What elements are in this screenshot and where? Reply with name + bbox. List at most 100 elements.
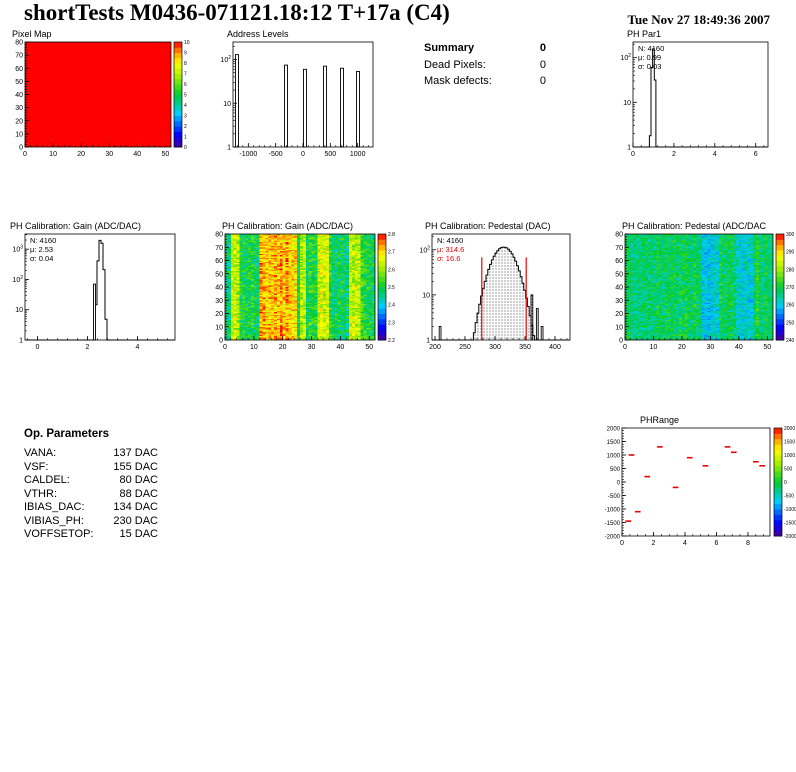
svg-text:2: 2 — [184, 124, 187, 130]
svg-text:7: 7 — [184, 72, 187, 78]
svg-text:60: 60 — [615, 258, 623, 265]
vsf-value: 155 DAC — [113, 460, 158, 473]
svg-text:-2000: -2000 — [605, 535, 621, 541]
ph-par1-panel: 0 2 4 6 1 10 102 PH Par1 N: 4160 μ: 0.99 σ: 0.03 — [613, 28, 796, 173]
svg-text:70: 70 — [615, 245, 623, 252]
svg-text:30: 30 — [308, 344, 316, 351]
svg-text:PH Calibration: Gain (ADC/DAC): PH Calibration: Gain (ADC/DAC) — [10, 221, 141, 231]
svg-text:2.8: 2.8 — [388, 232, 395, 238]
op-parameters-title: Op. Parameters — [24, 428, 110, 440]
svg-text:-500: -500 — [784, 494, 794, 500]
summary-total-value: 0 — [539, 42, 546, 54]
svg-text:PHRange: PHRange — [640, 415, 679, 425]
op-row-voffsetop: VOFFSETOP: 15 DAC — [24, 528, 158, 542]
vthr-label: VTHR: — [24, 487, 57, 500]
svg-text:1: 1 — [184, 135, 187, 141]
svg-text:30: 30 — [215, 298, 223, 305]
mask-defects-label: Mask defects: — [424, 75, 492, 87]
pedestal-map-panel: 0 10 20 30 40 50 0 10 20 30 40 50 60 70 80 PH Calibrati… — [612, 220, 796, 365]
svg-text:80: 80 — [215, 232, 223, 239]
svg-text:1000: 1000 — [784, 453, 795, 459]
summary-title: Summary — [424, 42, 475, 54]
report-title: shortTests M0436-071121.18:12 T+17a (C4) — [24, 0, 450, 25]
svg-text:10: 10 — [223, 101, 231, 108]
op-row-vsf: VSF: 155 DAC — [24, 461, 158, 475]
svg-text:50: 50 — [215, 271, 223, 278]
svg-text:250: 250 — [459, 344, 471, 351]
svg-text:0: 0 — [631, 151, 635, 158]
svg-text:2000: 2000 — [784, 426, 795, 432]
svg-text:1: 1 — [227, 145, 231, 152]
svg-text:2: 2 — [86, 344, 90, 351]
vthr-value: 88 DAC — [119, 487, 158, 500]
svg-text:30: 30 — [615, 298, 623, 305]
svg-text:300: 300 — [786, 232, 795, 238]
svg-text:0: 0 — [223, 344, 227, 351]
ph_range-plot: 0 2 4 6 8 2000 1500 1000 500 0 -500 -1000 -1500 -2000… — [605, 415, 796, 547]
svg-text:3: 3 — [184, 114, 187, 120]
report-datetime: Tue Nov 27 18:49:36 2007 — [627, 12, 770, 27]
svg-text:1000: 1000 — [607, 454, 621, 460]
svg-text:103: 103 — [12, 245, 23, 254]
svg-text:500: 500 — [784, 467, 793, 473]
svg-text:1: 1 — [19, 338, 23, 345]
svg-text:6: 6 — [754, 151, 758, 158]
summary-block: Summary 0 Dead Pixels: 0 Mask defects: 0 — [424, 42, 546, 91]
svg-text:50: 50 — [15, 79, 23, 86]
dead-pixels-label: Dead Pixels: — [424, 59, 486, 71]
gain-histogram-panel: 0 2 4 1 10 102 103 PH Calibration: Gain (ADC/DA… — [6, 220, 191, 365]
svg-text:40: 40 — [735, 344, 743, 351]
svg-text:0: 0 — [617, 481, 621, 487]
svg-text:50: 50 — [615, 271, 623, 278]
svg-text:50: 50 — [161, 151, 169, 158]
svg-text:-500: -500 — [269, 151, 283, 158]
svg-text:400: 400 — [549, 344, 561, 351]
svg-text:40: 40 — [133, 151, 141, 158]
svg-text:σ: 0.03: σ: 0.03 — [638, 62, 661, 71]
svg-text:2.2: 2.2 — [388, 338, 395, 344]
svg-text:10: 10 — [250, 344, 258, 351]
svg-text:PH Calibration: Pedestal (ADC/: PH Calibration: Pedestal (ADC/DAC — [622, 221, 767, 231]
svg-text:μ: 314.6: μ: 314.6 — [437, 245, 464, 254]
svg-text:20: 20 — [215, 311, 223, 318]
summary-row-dead-pixels: Dead Pixels: 0 — [424, 59, 546, 71]
mask-defects-value: 0 — [539, 75, 546, 87]
svg-text:102: 102 — [220, 55, 231, 64]
svg-text:260: 260 — [786, 303, 795, 309]
svg-text:102: 102 — [620, 53, 631, 62]
svg-text:-2000: -2000 — [784, 534, 796, 540]
svg-text:-1000: -1000 — [239, 151, 257, 158]
svg-text:20: 20 — [77, 151, 85, 158]
svg-text:N: 4160: N: 4160 — [437, 236, 463, 245]
svg-text:1500: 1500 — [607, 440, 621, 446]
pixel-map-panel: 0 10 20 30 40 50 0 10 20 30 40 50 60 70 80 Pixel Map 0 1 2… — [6, 28, 212, 173]
svg-text:1: 1 — [426, 338, 430, 345]
svg-text:σ: 0.04: σ: 0.04 — [30, 254, 53, 263]
svg-text:2.5: 2.5 — [388, 285, 395, 291]
svg-text:10: 10 — [650, 344, 658, 351]
svg-text:PH Calibration: Pedestal (DAC): PH Calibration: Pedestal (DAC) — [425, 221, 551, 231]
svg-text:9: 9 — [184, 51, 187, 57]
voffsetop-value: 15 DAC — [119, 528, 158, 540]
svg-text:2.6: 2.6 — [388, 267, 395, 273]
ph-range-panel: 0 2 4 6 8 2000 1500 1000 500 0 -500 -1000 -1500 -2000… — [596, 408, 796, 556]
summary-row-mask-defects: Mask defects: 0 — [424, 75, 546, 87]
svg-text:290: 290 — [786, 250, 795, 256]
caldel-label: CALDEL: — [24, 474, 70, 486]
address_levels-plot: -1000 -500 0 500 1000 1 10 102 Address Levels — [220, 29, 374, 158]
svg-text:0: 0 — [784, 480, 787, 486]
svg-text:-1500: -1500 — [784, 521, 796, 527]
address-levels-panel: -1000 -500 0 500 1000 1 10 102 Address Levels — [220, 28, 385, 173]
svg-text:0: 0 — [23, 151, 27, 158]
svg-text:102: 102 — [420, 245, 430, 254]
svg-text:2: 2 — [652, 540, 656, 547]
dead-pixels-value: 0 — [539, 59, 546, 71]
svg-text:70: 70 — [15, 53, 23, 60]
svg-text:0: 0 — [184, 145, 187, 151]
pedestal_1d-plot: 200 250 300 350 400 1 10 102 PH Calibration: Ped… — [420, 221, 571, 351]
svg-text:10: 10 — [15, 307, 23, 314]
svg-text:60: 60 — [215, 258, 223, 265]
